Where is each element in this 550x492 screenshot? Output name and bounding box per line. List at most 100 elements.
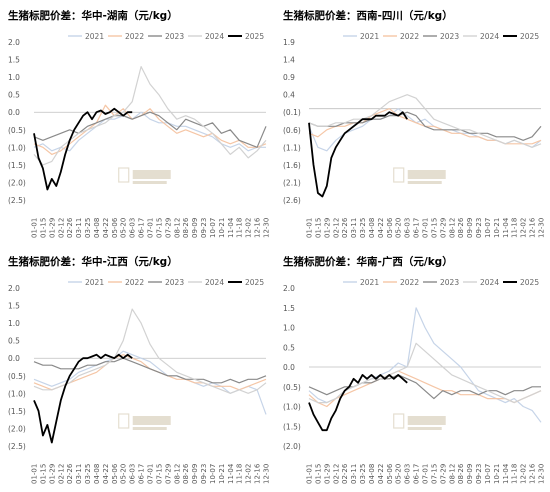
y-tick-label: (1.5) xyxy=(283,422,301,431)
x-tick-label: 08-26 xyxy=(182,463,190,484)
legend-label-2023: 2023 xyxy=(165,32,184,41)
x-tick-label: 07-29 xyxy=(164,218,172,238)
series-line-2022 xyxy=(308,370,542,408)
y-tick-label: 2.0 xyxy=(8,284,20,293)
y-tick-label: 1.4 xyxy=(283,56,295,65)
x-tick-label: 08-26 xyxy=(457,463,465,484)
x-tick-label: 01-15 xyxy=(39,218,47,238)
x-tick-label: 02-26 xyxy=(341,463,349,484)
x-tick-label: 05-20 xyxy=(120,464,128,484)
x-tick-label: 10-21 xyxy=(493,218,501,238)
x-tick-label: 02-26 xyxy=(341,217,349,238)
series-line-2023 xyxy=(308,374,541,400)
y-tick-label: 0.0 xyxy=(8,354,20,363)
watermark-logo xyxy=(118,413,171,430)
x-tick-label: 06-17 xyxy=(413,218,421,238)
series-line-2025 xyxy=(33,353,133,444)
x-tick-label: 01-29 xyxy=(323,464,331,484)
x-tick-label: 03-25 xyxy=(359,464,367,484)
x-tick-label: 01-01 xyxy=(306,464,314,484)
x-tick-label: 08-12 xyxy=(173,464,181,484)
x-tick-label: 09-23 xyxy=(475,218,483,238)
series-line-2023 xyxy=(308,111,542,141)
series-line-2021 xyxy=(33,350,267,415)
series-line-2024 xyxy=(308,94,542,148)
x-tick-label: 03-11 xyxy=(75,464,83,484)
y-tick-label: (2.0) xyxy=(8,178,26,187)
x-tick-label: 11-04 xyxy=(227,217,235,238)
chart-title: 生猪标肥价差：华中-江西（元/kg） xyxy=(8,255,178,268)
x-tick-label: 12-02 xyxy=(245,218,253,238)
x-tick-label: 12-30 xyxy=(263,464,271,484)
y-tick-label: 2.0 xyxy=(283,284,295,293)
x-tick-label: 12-30 xyxy=(538,218,546,238)
x-tick-label: 10-07 xyxy=(484,464,492,484)
x-tick-label: 12-02 xyxy=(245,464,253,484)
y-tick-label: 1.0 xyxy=(8,319,20,328)
x-tick-label: 05-06 xyxy=(111,217,119,238)
x-tick-label: 11-04 xyxy=(502,463,510,484)
chart-panel-1: 生猪标肥价差：华中-湖南（元/kg） 2021 2022 2023 2024 2025 2.… xyxy=(0,0,275,246)
x-tick-label: 11-04 xyxy=(502,217,510,238)
y-tick-label: (2.0) xyxy=(283,442,301,451)
x-tick-label: 06-03 xyxy=(404,464,412,484)
x-tick-label: 08-12 xyxy=(173,218,181,238)
x-tick-label: 01-29 xyxy=(48,218,56,238)
y-tick-label: 0.4 xyxy=(283,91,295,100)
legend-label-2022: 2022 xyxy=(125,32,144,41)
x-tick-label: 05-06 xyxy=(111,463,119,484)
x-tick-label: 01-29 xyxy=(48,464,56,484)
y-tick-label: 0.5 xyxy=(8,337,20,346)
x-tick-label: 11-18 xyxy=(511,218,519,238)
legend-label-2023: 2023 xyxy=(165,278,184,287)
legend-label-2024: 2024 xyxy=(480,278,499,287)
y-tick-label: (2.1) xyxy=(283,178,301,187)
x-tick-label: 07-29 xyxy=(439,218,447,238)
y-tick-label: (0.5) xyxy=(283,383,301,392)
x-tick-label: 03-11 xyxy=(75,218,83,238)
x-tick-label: 06-17 xyxy=(413,464,421,484)
x-tick-label: 05-20 xyxy=(395,218,403,238)
x-tick-label: 09-23 xyxy=(200,464,208,484)
y-tick-label: 0.0 xyxy=(283,363,295,372)
x-tick-label: 02-12 xyxy=(57,464,65,484)
x-tick-label: 02-12 xyxy=(332,464,340,484)
x-tick-label: 06-03 xyxy=(404,218,412,238)
y-tick-label: 0.5 xyxy=(283,343,295,352)
legend-label-2025: 2025 xyxy=(245,278,264,287)
x-tick-label: 12-02 xyxy=(520,218,528,238)
x-tick-label: 01-15 xyxy=(39,464,47,484)
x-tick-label: 01-01 xyxy=(31,218,39,238)
x-tick-label: 04-08 xyxy=(93,464,101,484)
x-tick-label: 08-26 xyxy=(182,217,190,238)
x-tick-label: 01-29 xyxy=(323,218,331,238)
x-tick-label: 07-29 xyxy=(164,464,172,484)
x-tick-label: 10-21 xyxy=(493,464,501,484)
x-tick-label: 02-26 xyxy=(66,217,74,238)
y-tick-label: (1.0) xyxy=(283,403,301,412)
legend-label-2021: 2021 xyxy=(360,278,379,287)
x-tick-label: 12-30 xyxy=(538,464,546,484)
y-tick-label: 1.9 xyxy=(283,38,295,47)
watermark-logo xyxy=(393,413,446,430)
y-tick-label: (2.0) xyxy=(8,424,26,433)
x-tick-label: 11-04 xyxy=(227,463,235,484)
x-tick-label: 05-20 xyxy=(120,218,128,238)
x-tick-label: 04-08 xyxy=(93,218,101,238)
x-tick-label: 04-08 xyxy=(368,464,376,484)
x-tick-label: 11-18 xyxy=(236,464,244,484)
series-line-2025 xyxy=(308,111,408,198)
x-tick-label: 07-01 xyxy=(422,464,430,484)
x-tick-label: 01-01 xyxy=(31,464,39,484)
x-tick-label: 11-18 xyxy=(236,218,244,238)
y-tick-label: (2.5) xyxy=(8,196,26,205)
chart-panel-3: 生猪标肥价差：华中-江西（元/kg） 2021 2022 2023 2024 2025 2.… xyxy=(0,246,275,492)
x-tick-label: 06-03 xyxy=(129,464,137,484)
chart-title: 生猪标肥价差：华中-湖南（元/kg） xyxy=(8,9,178,22)
series-line-2022 xyxy=(33,354,267,391)
chart-title: 生猪标肥价差：西南-四川（元/kg） xyxy=(283,9,453,22)
y-tick-label: (0.5) xyxy=(8,372,26,381)
x-tick-label: 10-21 xyxy=(218,218,226,238)
x-tick-label: 06-17 xyxy=(138,218,146,238)
x-tick-label: 07-01 xyxy=(147,218,155,238)
